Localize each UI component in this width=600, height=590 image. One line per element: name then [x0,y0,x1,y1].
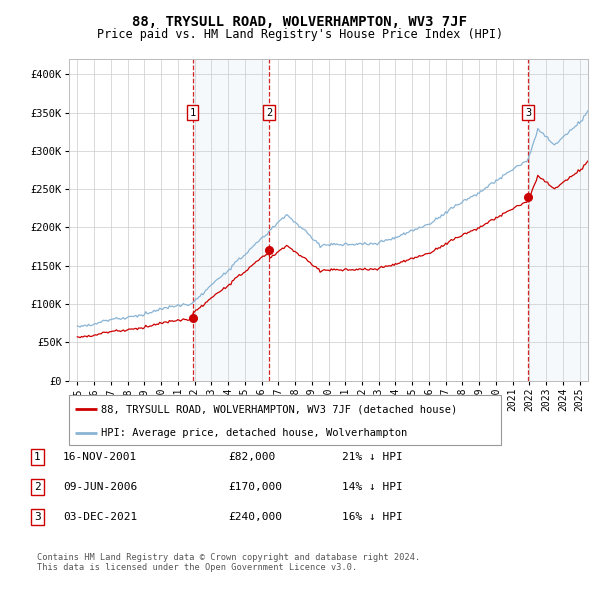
Text: 3: 3 [34,512,41,522]
Text: 03-DEC-2021: 03-DEC-2021 [63,512,137,522]
Text: £240,000: £240,000 [228,512,282,522]
Text: 1: 1 [34,452,41,461]
Text: 88, TRYSULL ROAD, WOLVERHAMPTON, WV3 7JF (detached house): 88, TRYSULL ROAD, WOLVERHAMPTON, WV3 7JF… [101,404,458,414]
Text: £170,000: £170,000 [228,482,282,491]
Text: HPI: Average price, detached house, Wolverhampton: HPI: Average price, detached house, Wolv… [101,428,407,438]
Text: 1: 1 [190,107,196,117]
Text: £82,000: £82,000 [228,452,275,461]
Text: This data is licensed under the Open Government Licence v3.0.: This data is licensed under the Open Gov… [37,563,358,572]
Text: 16% ↓ HPI: 16% ↓ HPI [342,512,403,522]
Text: 3: 3 [525,107,531,117]
Text: 16-NOV-2001: 16-NOV-2001 [63,452,137,461]
Bar [193,59,269,381]
Text: Price paid vs. HM Land Registry's House Price Index (HPI): Price paid vs. HM Land Registry's House … [97,28,503,41]
Bar [528,59,588,381]
Text: 2: 2 [34,482,41,491]
Text: Contains HM Land Registry data © Crown copyright and database right 2024.: Contains HM Land Registry data © Crown c… [37,553,421,562]
Text: 09-JUN-2006: 09-JUN-2006 [63,482,137,491]
Text: 14% ↓ HPI: 14% ↓ HPI [342,482,403,491]
Text: 2: 2 [266,107,272,117]
FancyBboxPatch shape [69,395,501,445]
Text: 88, TRYSULL ROAD, WOLVERHAMPTON, WV3 7JF: 88, TRYSULL ROAD, WOLVERHAMPTON, WV3 7JF [133,15,467,29]
Text: 21% ↓ HPI: 21% ↓ HPI [342,452,403,461]
